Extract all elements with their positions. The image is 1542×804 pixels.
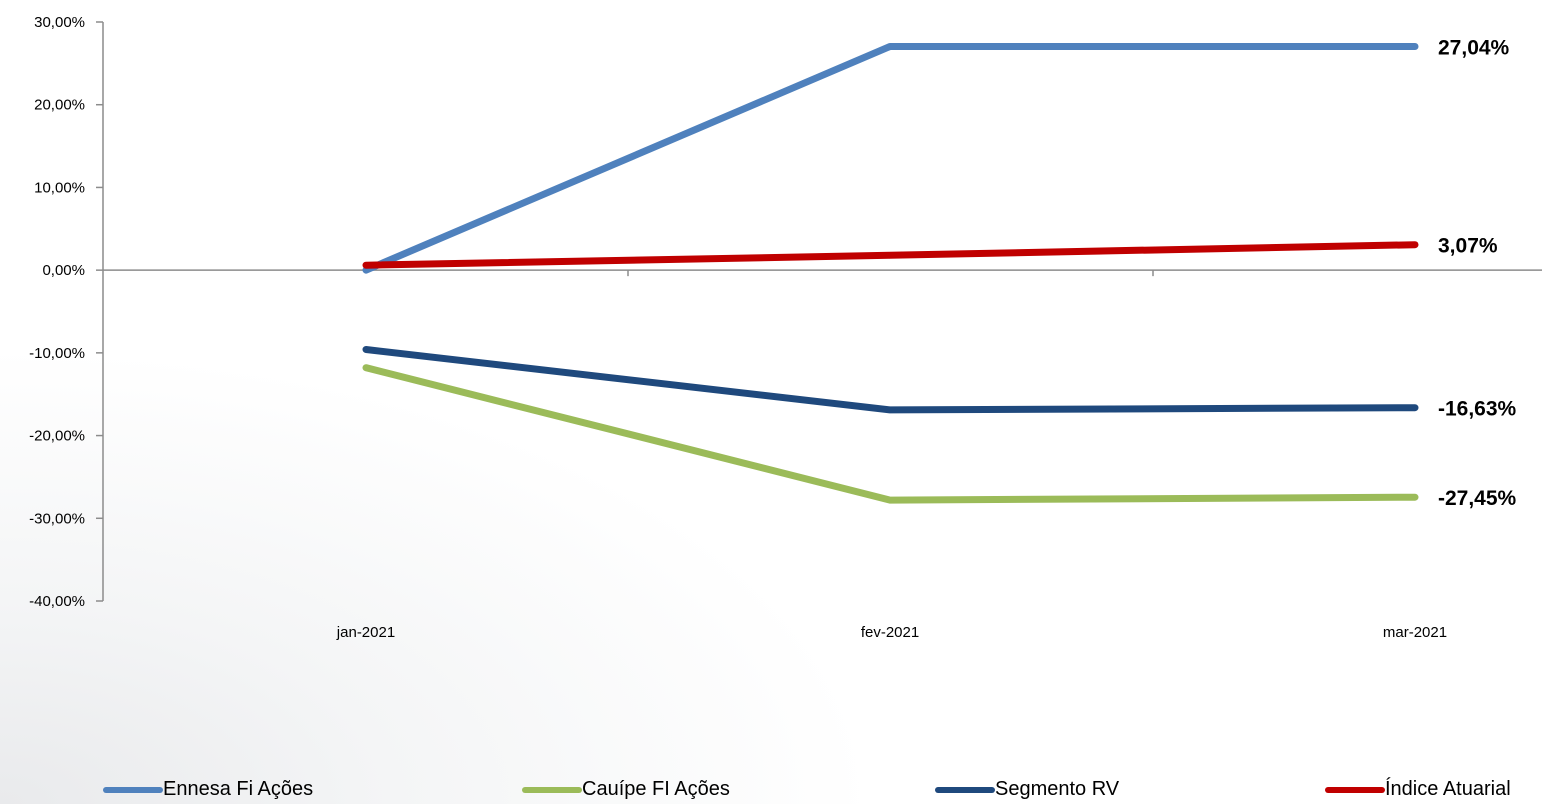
x-tick-label: jan-2021 [336,624,395,641]
data-label: 3,07% [1438,235,1498,258]
legend-item: Cauípe FI Ações [522,778,730,801]
legend: Ennesa Fi Ações Cauípe FI Ações Segmento R… [0,778,1542,804]
end-labels: 27,04% -27,45% -16,63% 3,07% [1438,36,1517,510]
y-tick-label: 0,00% [42,262,85,279]
legend-label: Segmento RV [995,778,1120,800]
legend-label: Cauípe FI Ações [582,778,730,800]
y-tick-label: 10,00% [34,179,85,196]
series-line [362,43,1419,274]
x-tick-label: fev-2021 [861,624,919,641]
axes [102,22,1542,601]
line-chart: 30,00% 20,00% 10,00% 0,00% -10,00% -20,00% -30… [29,14,1542,641]
y-tick-label: 30,00% [34,14,85,31]
y-tick-label: -10,00% [29,345,85,362]
y-axis-ticks: 30,00% 20,00% 10,00% 0,00% -10,00% -20,00% -30… [29,14,103,610]
series-lines [362,43,1419,504]
x-tick-label: mar-2021 [1383,624,1447,641]
y-tick-label: -40,00% [29,593,85,610]
legend-item: Segmento RV [935,778,1119,801]
legend-label: Índice Atuarial [1385,778,1511,800]
data-label: 27,04% [1438,36,1510,59]
legend-item: Ennesa Fi Ações [103,778,313,801]
series-line [362,364,1419,504]
y-tick-label: -20,00% [29,428,85,445]
legend-swatch [1325,786,1385,793]
data-label: -27,45% [1438,487,1517,510]
x-axis-ticks: jan-2021 fev-2021 mar-2021 [336,624,1447,641]
series-line [362,346,1419,414]
y-tick-label: -30,00% [29,510,85,527]
legend-swatch [103,786,163,793]
series-line [362,241,1419,269]
legend-swatch [935,786,995,793]
data-label: -16,63% [1438,398,1517,421]
y-tick-label: 20,00% [34,97,85,114]
legend-label: Ennesa Fi Ações [163,778,314,800]
legend-item: Índice Atuarial [1325,778,1511,801]
legend-swatch [522,786,582,793]
